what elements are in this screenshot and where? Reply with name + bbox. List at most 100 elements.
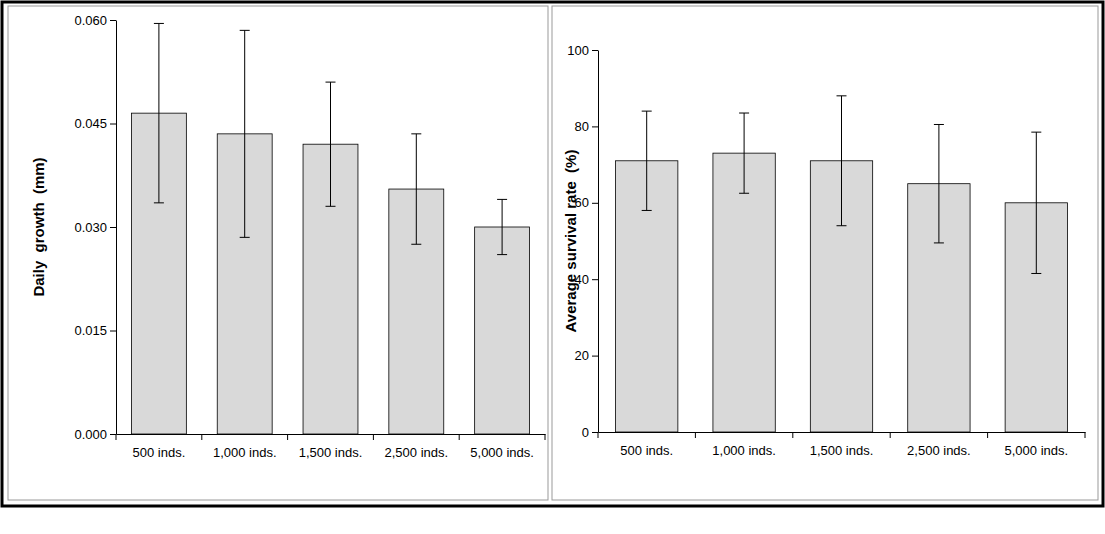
y-tick: 0.015 xyxy=(74,323,116,338)
plot-area xyxy=(616,96,1068,432)
x-tick: 1,000 inds. xyxy=(712,432,776,458)
y-tick: 0.000 xyxy=(74,427,116,442)
error-bar xyxy=(934,124,944,242)
error-bar-segment xyxy=(244,30,245,237)
x-tick-label: 5,000 inds. xyxy=(470,445,534,460)
y-tick: 0 xyxy=(582,425,598,440)
y-tick: 0.030 xyxy=(74,220,116,235)
x-tick: 1,500 inds. xyxy=(299,434,363,460)
error-bar-segment xyxy=(240,237,250,238)
y-tick-label: 100 xyxy=(567,43,589,58)
x-axis: 500 inds. 1,000 inds. 1,500 inds. 2,500 ind… xyxy=(599,432,1086,458)
y-tick-mark xyxy=(110,434,116,435)
x-axis-line xyxy=(117,434,546,435)
x-tick-label: 1,000 inds. xyxy=(213,445,277,460)
error-bar-segment xyxy=(837,95,847,96)
x-category-separator xyxy=(373,434,374,440)
x-tick-label: 2,500 inds. xyxy=(384,445,448,460)
x-category-separator xyxy=(116,434,117,440)
y-tick-mark xyxy=(110,124,116,125)
x-category-separator xyxy=(598,432,599,438)
error-bar xyxy=(739,113,749,193)
error-bar-segment xyxy=(1031,273,1041,274)
y-axis: 0.000 0.015 0.030 0.045 0.060 xyxy=(74,13,116,442)
error-bar-segment xyxy=(837,225,847,226)
error-bar xyxy=(154,23,164,202)
error-bar-segment xyxy=(497,254,507,255)
error-bar xyxy=(642,111,652,210)
error-bar xyxy=(240,30,250,237)
error-bar-segment xyxy=(1031,132,1041,133)
y-tick-label: 0 xyxy=(582,425,589,440)
outer-frame xyxy=(2,2,1103,506)
error-bar-segment xyxy=(411,244,421,245)
y-axis-title: Daily growth (mm) xyxy=(30,157,47,296)
x-tick-label: 500 inds. xyxy=(133,445,186,460)
error-bar-segment xyxy=(744,113,745,193)
y-tick: 0.060 xyxy=(74,13,116,28)
x-category-separator xyxy=(987,432,988,438)
error-bar-segment xyxy=(502,199,503,254)
x-tick-label: 2,500 inds. xyxy=(907,443,971,458)
panel-frame xyxy=(8,6,548,500)
x-category-separator xyxy=(1085,432,1086,438)
error-bar-segment xyxy=(646,111,647,210)
y-tick: 80 xyxy=(575,119,598,134)
error-bar-segment xyxy=(642,111,652,112)
y-tick-mark xyxy=(110,20,116,21)
error-bar-segment xyxy=(411,133,421,134)
y-tick-label: 0.045 xyxy=(74,116,107,131)
error-bar-segment xyxy=(330,82,331,206)
x-axis: 500 inds. 1,000 inds. 1,500 inds. 2,500 ind… xyxy=(117,434,546,460)
error-bar-segment xyxy=(938,124,939,242)
x-tick: 5,000 inds. xyxy=(470,434,534,460)
x-tick: 1,000 inds. xyxy=(213,434,277,460)
figure: 0.000 0.015 0.030 0.045 0.060 500 inds. 1,000 … xyxy=(0,0,1105,534)
y-tick-mark xyxy=(592,203,598,204)
x-tick-label: 1,000 inds. xyxy=(712,443,776,458)
error-bar xyxy=(837,96,847,226)
y-axis-line xyxy=(598,51,599,433)
y-tick-mark xyxy=(592,432,598,433)
x-tick: 2,500 inds. xyxy=(907,432,971,458)
error-bar-segment xyxy=(739,113,749,114)
x-category-separator xyxy=(545,434,546,440)
y-tick-mark xyxy=(110,227,116,228)
x-tick: 2,500 inds. xyxy=(384,434,448,460)
y-tick-mark xyxy=(592,279,598,280)
x-category-separator xyxy=(792,432,793,438)
y-axis-title: Average survival rate (%) xyxy=(562,150,579,333)
x-category-separator xyxy=(201,434,202,440)
error-bar-segment xyxy=(416,134,417,244)
panel: 020406080100500 inds.1,000 inds.1,500 in… xyxy=(552,6,1098,500)
y-tick: 100 xyxy=(567,43,598,58)
error-bar-segment xyxy=(154,23,164,24)
y-tick-mark xyxy=(592,50,598,51)
y-tick-mark xyxy=(592,126,598,127)
bar xyxy=(713,153,775,432)
error-bar-segment xyxy=(326,206,336,207)
y-axis-line xyxy=(116,21,117,435)
x-tick-label: 1,500 inds. xyxy=(810,443,874,458)
error-bar-segment xyxy=(158,23,159,202)
error-bar-segment xyxy=(739,193,749,194)
x-category-separator xyxy=(287,434,288,440)
y-tick-mark xyxy=(110,331,116,332)
y-tick-label: 20 xyxy=(575,348,589,363)
error-bar-segment xyxy=(240,30,250,31)
error-bar-segment xyxy=(934,242,944,243)
error-bar xyxy=(411,134,421,244)
panel-frame xyxy=(552,6,1098,500)
y-tick-label: 0.000 xyxy=(74,427,107,442)
x-tick-label: 5,000 inds. xyxy=(1004,443,1068,458)
y-tick: 0.045 xyxy=(74,116,116,131)
error-bar-segment xyxy=(1036,132,1037,273)
error-bar-segment xyxy=(154,202,164,203)
bar xyxy=(475,227,530,434)
y-tick-label: 0.030 xyxy=(74,220,107,235)
x-category-separator xyxy=(459,434,460,440)
x-category-separator xyxy=(695,432,696,438)
error-bar-segment xyxy=(841,96,842,226)
x-tick: 500 inds. xyxy=(620,432,673,458)
error-bar-segment xyxy=(497,199,507,200)
